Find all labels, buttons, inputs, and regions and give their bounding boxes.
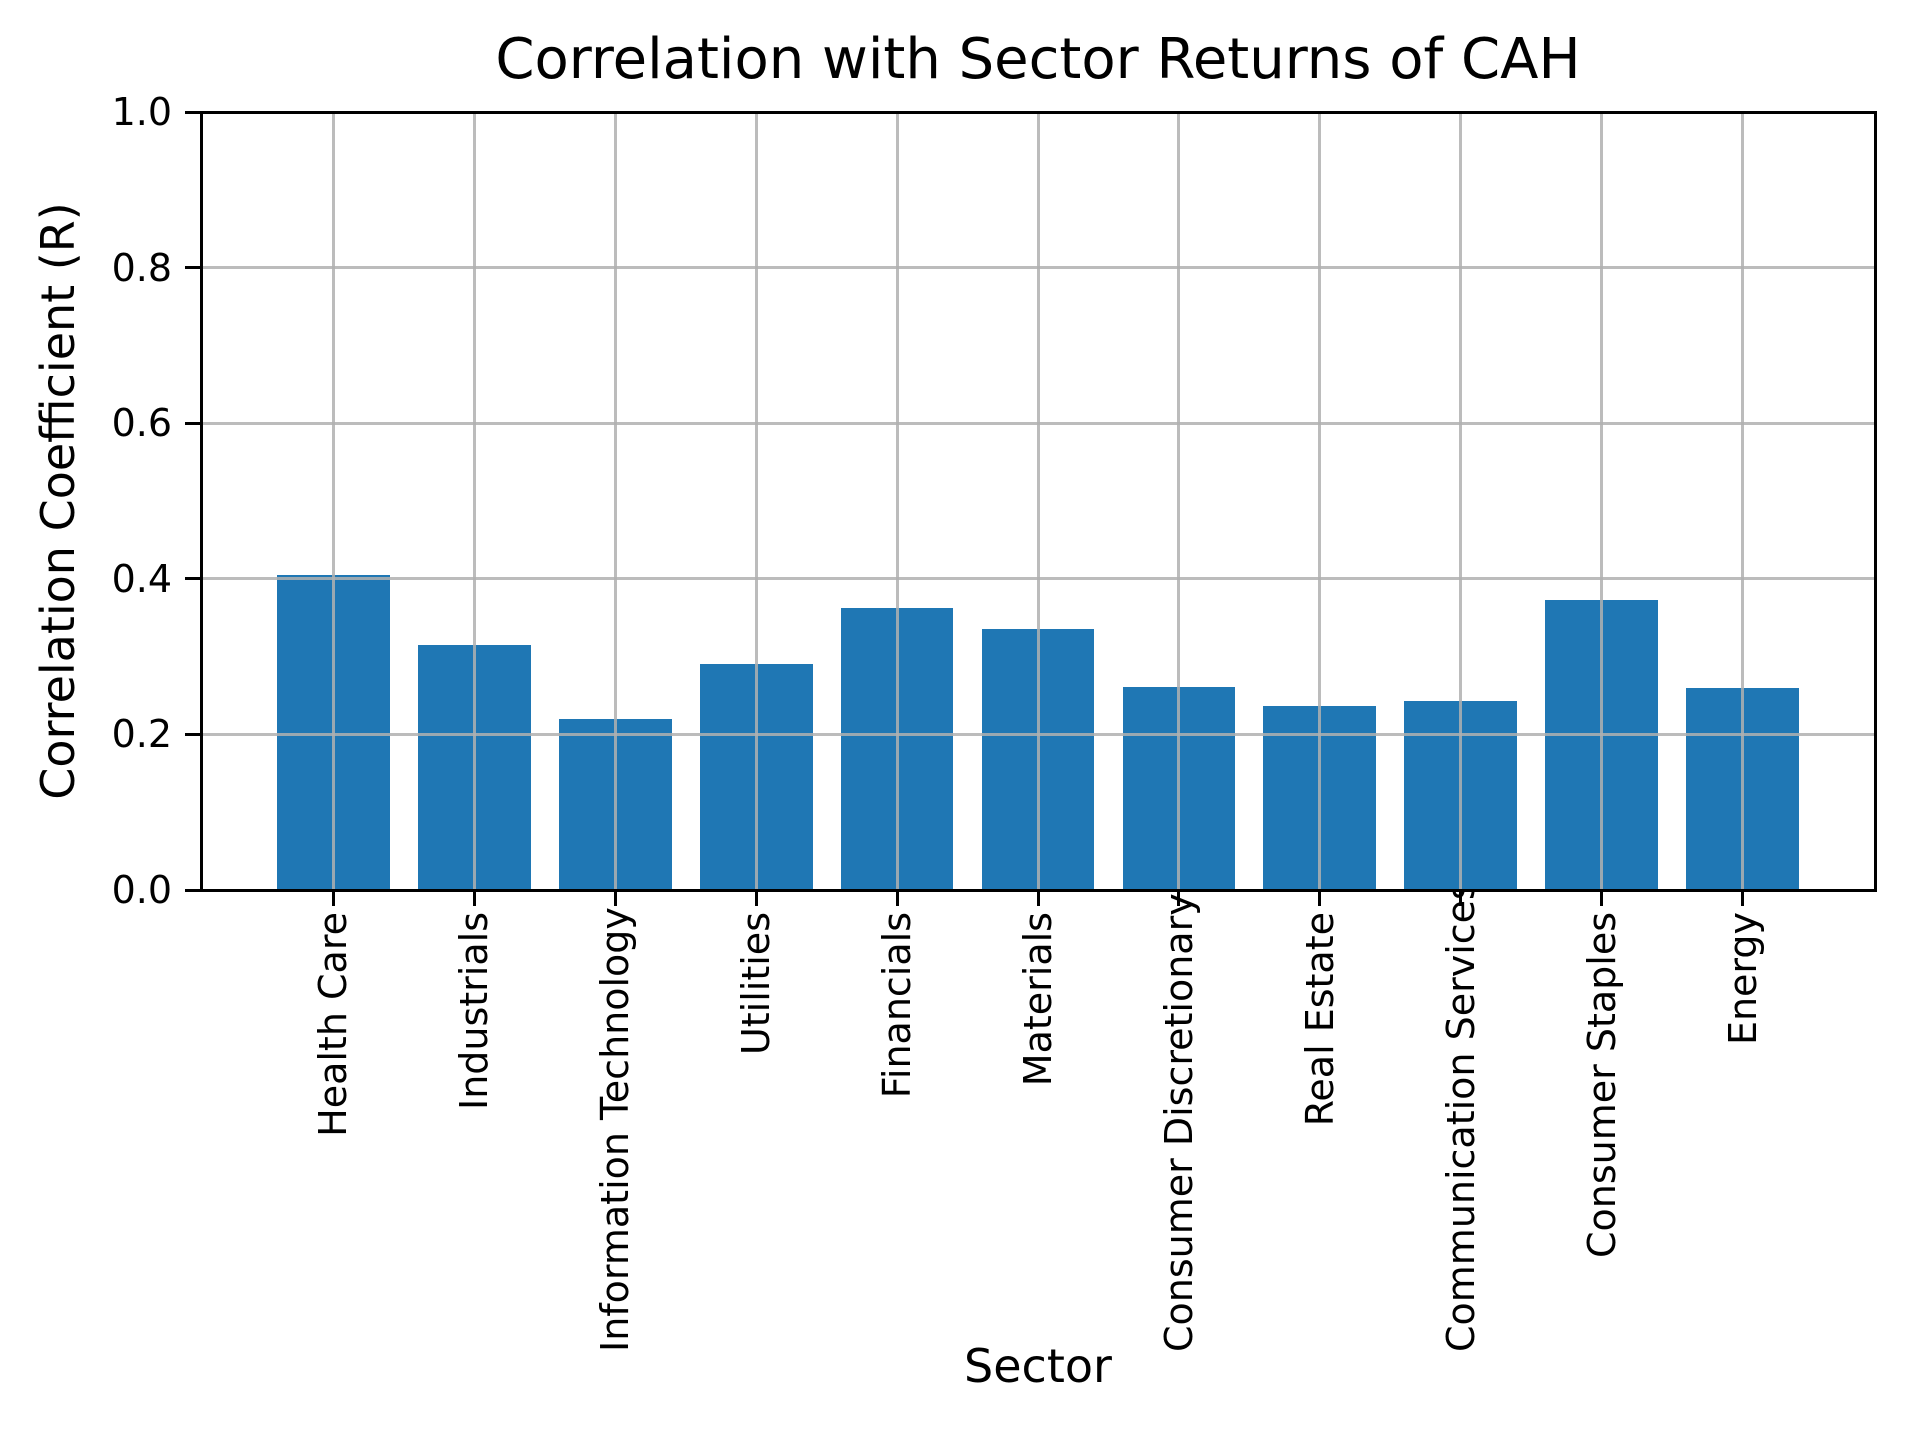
y-tick-label-0.2: 0.2 — [111, 712, 172, 757]
x-tick-label-consumer-discretionary: Consumer Discretionary — [1156, 893, 1201, 1352]
x-tick-energy — [1741, 890, 1745, 906]
gridline-x-consumer-discretionary — [1177, 112, 1181, 890]
y-axis-label: Correlation Coefficient (R) — [31, 202, 85, 800]
y-tick-label-0.0: 0.0 — [111, 868, 172, 912]
x-tick-label-financials: Financials — [875, 912, 920, 1099]
gridline-x-health-care — [331, 112, 335, 890]
y-tick-label-0.6: 0.6 — [111, 401, 172, 446]
x-tick-label-energy: Energy — [1720, 912, 1765, 1046]
x-tick-consumer-staples — [1600, 890, 1604, 906]
gridline-x-communication-services — [1459, 112, 1463, 890]
y-tick-0.8 — [185, 266, 201, 270]
x-tick-label-industrials: Industrials — [452, 912, 497, 1111]
x-tick-label-materials: Materials — [1016, 912, 1060, 1087]
y-tick-0.2 — [185, 732, 201, 736]
gridline-x-real-estate — [1318, 112, 1322, 890]
x-axis-label: Sector — [964, 1339, 1112, 1393]
x-tick-label-utilities: Utilities — [734, 912, 779, 1056]
chart-title: Correlation with Sector Returns of CAH — [495, 27, 1581, 92]
x-tick-label-health-care: Health Care — [311, 912, 356, 1137]
gridline-x-materials — [1036, 112, 1040, 890]
gridline-x-utilities — [754, 112, 758, 890]
y-tick-1.0 — [185, 110, 201, 114]
y-tick-0.4 — [185, 577, 201, 581]
x-tick-communication-services — [1459, 890, 1463, 906]
gridline-x-information-technology — [613, 112, 617, 890]
spine-top — [199, 110, 1877, 114]
x-tick-label-real-estate: Real Estate — [1297, 912, 1342, 1127]
x-tick-industrials — [472, 890, 476, 906]
gridline-x-industrials — [472, 112, 476, 890]
y-tick-label-0.8: 0.8 — [111, 245, 172, 290]
y-tick-0.0 — [185, 888, 201, 892]
x-tick-financials — [895, 890, 899, 906]
gridline-x-consumer-staples — [1600, 112, 1604, 890]
x-tick-information-technology — [613, 890, 617, 906]
x-tick-consumer-discretionary — [1177, 890, 1181, 906]
y-tick-0.6 — [185, 421, 201, 425]
x-tick-utilities — [754, 890, 758, 906]
x-tick-label-information-technology: Information Technology — [593, 907, 638, 1352]
y-tick-label-0.4: 0.4 — [111, 556, 172, 601]
gridline-x-energy — [1741, 112, 1745, 890]
y-tick-label-1.0: 1.0 — [111, 90, 172, 134]
gridline-x-financials — [895, 112, 899, 890]
x-tick-real-estate — [1318, 890, 1322, 906]
spine-left — [199, 112, 203, 890]
x-tick-materials — [1036, 890, 1040, 906]
x-tick-label-communication-services: Communication Services — [1438, 880, 1483, 1352]
spine-right — [1873, 112, 1877, 890]
x-tick-label-consumer-staples: Consumer Staples — [1579, 912, 1624, 1259]
x-tick-health-care — [331, 890, 335, 906]
